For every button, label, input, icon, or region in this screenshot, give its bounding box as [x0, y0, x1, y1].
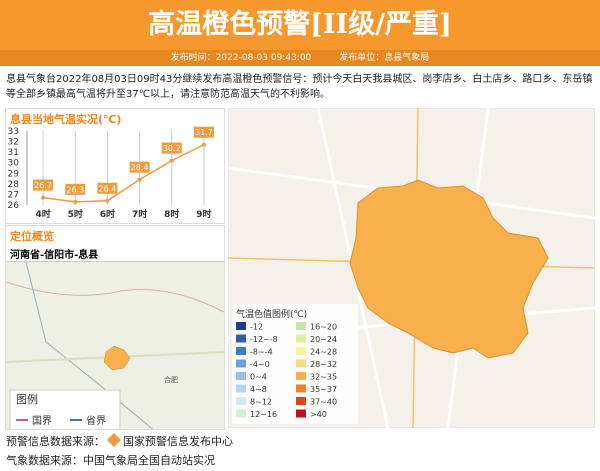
legend-swatch	[236, 372, 246, 380]
subtitle: 发布时间：2022-08-03 09:43:00 发布单位：息县气象局	[0, 50, 600, 66]
legend-swatch	[296, 334, 306, 343]
legend-entry: -12	[250, 323, 263, 332]
legend-swatch	[296, 372, 306, 380]
value-label: 26.3	[66, 185, 84, 194]
legend-swatch	[296, 359, 306, 368]
legend-swatch	[236, 409, 246, 418]
legend-entry: 12~16	[250, 410, 277, 419]
y-tick-label: 27	[8, 190, 19, 200]
legend-swatch	[296, 397, 306, 405]
y-tick-label: 31	[8, 148, 19, 158]
source-label: 预警信息数据来源：	[6, 435, 105, 448]
point	[201, 142, 206, 147]
data-source: 气象数据来源：中国气象局全国自动站实况	[6, 454, 215, 467]
y-tick-label: 29	[8, 169, 20, 179]
value-label-box	[33, 179, 54, 191]
value-label-box	[97, 182, 118, 194]
legend-entry: 省界	[86, 414, 106, 427]
location-title: 定位概览	[10, 230, 54, 243]
location-panel: 定位概览 河南省-信阳市-息县 合肥 图例国界 省界	[5, 225, 225, 430]
chart-panel: 息县当地气温实况(℃) 26 27 28 29 30 31 32 33 4时 5时 6时 7时 8时 9时…	[5, 108, 225, 224]
legend-swatch	[296, 322, 306, 330]
legend-swatch	[236, 322, 246, 330]
x-tick-label: 9时	[196, 208, 211, 220]
value-label-box	[129, 161, 150, 173]
legend-swatch	[236, 397, 246, 405]
publish-time: 发布时间：2022-08-03 09:43:00	[170, 53, 312, 63]
x-tick-label: 6时	[100, 208, 115, 220]
chart-title: 息县当地气温实况(℃)	[10, 113, 122, 126]
legend-entry: >40	[310, 410, 327, 419]
point	[137, 177, 142, 182]
value-label: 26.7	[34, 181, 52, 190]
temperature-line	[42, 144, 205, 203]
legend-swatch	[236, 359, 246, 368]
title: 高温橙色预警[II级/严重]	[0, 0, 600, 50]
legend-swatch	[296, 347, 306, 355]
location-path: 河南省-信阳市-息县	[6, 246, 224, 262]
value-label: 28.4	[131, 163, 149, 172]
legend-swatch	[236, 347, 246, 355]
source: 国家预警信息发布中心	[123, 435, 233, 448]
legend-entry: 0~4	[250, 373, 267, 382]
value-label: 31.7	[195, 128, 213, 137]
x-tick-label: 7时	[132, 208, 147, 220]
legend-title: 气温色值图例(℃)	[236, 308, 307, 320]
y-tick-label: 26	[8, 201, 20, 211]
point	[105, 198, 110, 203]
publisher: 发布单位：息县气象局	[339, 53, 430, 63]
y-tick-label: 32	[8, 138, 19, 148]
legend-entry: -8~-4	[250, 348, 273, 357]
y-tick-label: 28	[8, 180, 20, 190]
point	[73, 199, 78, 204]
value-label: 26.4	[99, 184, 117, 193]
point	[169, 158, 174, 163]
legend-entry: 28~32	[310, 360, 337, 369]
x-tick-label: 8时	[164, 208, 179, 220]
footer: 预警信息数据来源： 国家预警信息发布中心 气象数据来源：中国气象局全国自动站实况	[6, 432, 233, 470]
legend-entry: -12~-8	[250, 335, 278, 344]
city-label: 合肥	[164, 375, 178, 384]
legend-entry: 8~12	[250, 398, 272, 407]
legend-swatch	[236, 384, 246, 393]
legend-entry: 37~40	[310, 398, 337, 407]
legend-entry: 国界	[32, 415, 52, 427]
value-label-box	[161, 142, 182, 154]
legend-title: 图例	[16, 392, 38, 406]
warning-source: 预警信息数据来源： 国家预警信息发布中心	[6, 432, 233, 451]
legend-entry: -4~0	[250, 360, 270, 369]
value-label-box	[193, 126, 214, 138]
point	[41, 195, 46, 200]
value-label: 30.2	[163, 144, 181, 153]
legend-swatch	[296, 409, 306, 418]
legend-entry: 4~8	[250, 385, 267, 394]
legend-entry: 16~20	[310, 323, 337, 332]
map: 气温色值图例(℃) -12 -12~-8 -8~-4 -4~0 0~4 4~8 8~12 12~…	[228, 108, 595, 428]
x-tick-label: 4时	[35, 208, 50, 220]
logo	[106, 432, 122, 448]
legend-swatch	[236, 334, 246, 343]
x-tick-label: 5时	[68, 208, 83, 220]
legend-swatch	[296, 384, 306, 393]
legend-entry: 32~35	[310, 373, 337, 382]
warning-text: 息县气象台2022年08月03日09时43分继续发布高温橙色预警信号：预计今天白…	[6, 74, 593, 100]
value-label-box	[65, 183, 86, 195]
y-tick-label: 33	[8, 127, 19, 137]
legend-entry: 20~24	[310, 335, 337, 344]
legend-entry: 24~28	[310, 348, 337, 357]
y-tick-label: 30	[8, 159, 20, 169]
legend-entry: 35~37	[310, 385, 337, 394]
